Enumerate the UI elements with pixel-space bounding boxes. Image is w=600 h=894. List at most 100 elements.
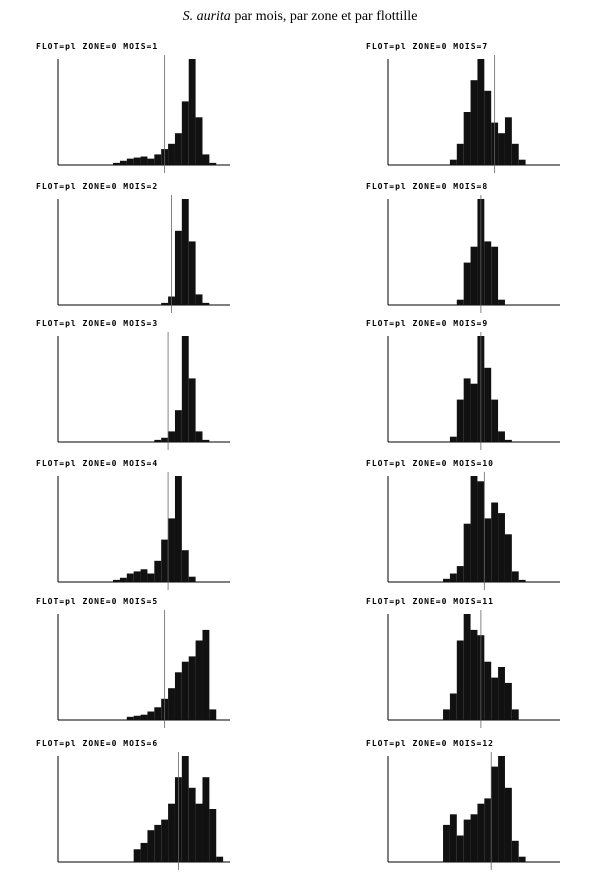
bar [119,577,127,582]
bar [463,112,471,165]
bar [443,824,450,862]
bar [443,578,450,582]
bar [133,715,141,720]
bar [491,246,499,305]
bar [147,830,155,862]
bar [140,714,148,720]
bar [174,410,182,442]
bar [491,766,499,862]
bar [477,59,485,165]
bar [491,677,499,720]
bar [181,661,189,720]
bar [470,629,478,720]
bar [161,437,169,442]
bar [181,199,189,305]
bar [154,154,162,165]
bar [477,803,485,862]
species: S. aurita [183,9,231,24]
bar [202,439,210,442]
bar [209,162,217,165]
bar [181,336,189,442]
bar [188,59,196,165]
bar [195,803,203,862]
bar [168,431,175,442]
bar [470,476,478,582]
bar [126,158,134,165]
bar [511,143,519,165]
bar [456,640,464,720]
bar [119,160,127,165]
bar [113,579,120,582]
bar [518,856,526,862]
bar [484,90,492,165]
bar [209,809,217,862]
bar [484,518,492,582]
bar [154,824,162,862]
bar [498,513,505,582]
bar [113,162,120,165]
bar [188,241,196,305]
bar [443,709,450,720]
bar [484,241,492,305]
bar [518,579,526,582]
bar [504,117,512,165]
bar [470,814,478,862]
chart-title: FLOT=pl ZONE=0 MOIS=9 [366,319,488,328]
bar [491,502,499,582]
bar [133,571,141,582]
bar [181,550,189,582]
bar [147,573,155,582]
bar [147,711,155,720]
bar [168,688,175,720]
bar [484,367,492,442]
bar [498,667,505,720]
bar [484,661,492,720]
bar [449,436,457,442]
bar [188,656,196,720]
bar [174,672,182,720]
bar [456,143,464,165]
bar [195,294,203,305]
bar [456,299,464,305]
bar [498,133,505,165]
bar [463,819,471,862]
bar [161,819,169,862]
bar [161,302,169,305]
bar [174,133,182,165]
bar [195,640,203,720]
bar [188,378,196,442]
bar [511,571,519,582]
bar [463,378,471,442]
bar [188,787,196,862]
bar [216,856,224,862]
chart-title: FLOT=pl ZONE=0 MOIS=3 [36,319,158,328]
bar [449,814,457,862]
chart-title: FLOT=pl ZONE=0 MOIS=12 [366,739,494,748]
bar [470,246,478,305]
bar [456,399,464,442]
title-text: par mois, par zone et par flottille [234,9,417,24]
bar [154,439,162,442]
bar [463,523,471,582]
bar [126,716,134,720]
bar [511,709,519,720]
bar [504,787,512,862]
chart-title: FLOT=pl ZONE=0 MOIS=7 [366,42,488,51]
bar [463,614,471,720]
bar [188,576,196,582]
chart-title: FLOT=pl ZONE=0 MOIS=4 [36,459,158,468]
bar [202,629,210,720]
bar [504,534,512,582]
chart-title: FLOT=pl ZONE=0 MOIS=10 [366,459,494,468]
bar [174,476,182,582]
bar [174,230,182,305]
bar [504,439,512,442]
bar [202,154,210,165]
page-title: S. aurita par mois, par zone et par flot… [183,9,418,24]
chart-title: FLOT=pl ZONE=0 MOIS=1 [36,42,158,51]
bar [470,383,478,442]
bar [456,566,464,582]
bar [470,80,478,165]
bar [491,399,499,442]
bar [209,709,217,720]
